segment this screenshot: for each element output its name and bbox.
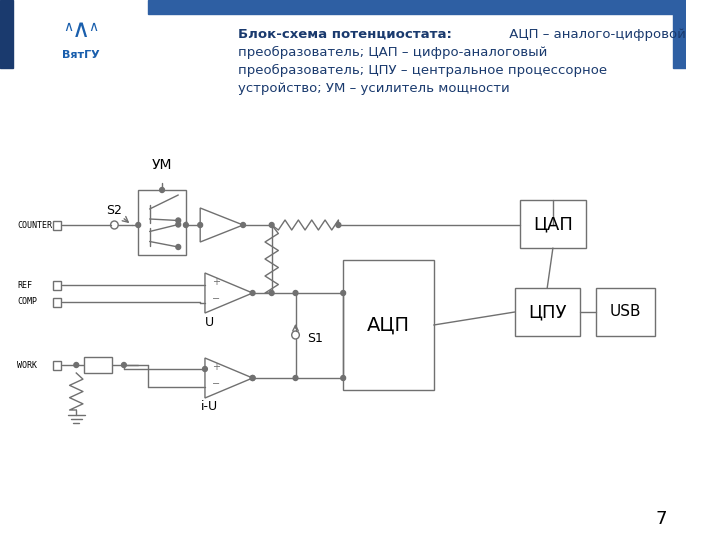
Text: ЦПУ: ЦПУ (528, 303, 567, 321)
Text: USB: USB (610, 305, 641, 320)
Circle shape (293, 291, 298, 295)
Text: АЦП: АЦП (367, 315, 410, 334)
Bar (138, 190, 186, 255)
Text: АЦП – аналого-цифровой: АЦП – аналого-цифровой (505, 28, 686, 41)
Bar (515, 288, 580, 336)
Bar (673, 0, 686, 68)
Bar (53, 298, 61, 307)
Circle shape (293, 375, 298, 381)
Text: 7: 7 (656, 510, 667, 528)
Text: WORK: WORK (17, 361, 37, 369)
Text: COUNTER: COUNTER (17, 220, 52, 230)
Bar (520, 200, 586, 248)
Text: S1: S1 (307, 332, 323, 345)
Circle shape (251, 375, 255, 381)
Text: −: − (212, 379, 220, 389)
Circle shape (269, 222, 274, 227)
Text: ∧: ∧ (72, 18, 90, 42)
Circle shape (198, 222, 202, 227)
Text: ЦАП: ЦАП (533, 215, 573, 233)
Text: ВятГУ: ВятГУ (62, 50, 100, 60)
Circle shape (251, 291, 255, 295)
Circle shape (176, 222, 181, 227)
Bar (53, 361, 61, 369)
Bar (343, 260, 433, 390)
Text: Блок-схема потенциостата:: Блок-схема потенциостата: (238, 28, 452, 41)
Bar (53, 220, 61, 230)
Bar (148, 0, 686, 14)
Text: преобразователь; ЦПУ – центральное процессорное: преобразователь; ЦПУ – центральное проце… (238, 64, 608, 77)
Circle shape (251, 375, 255, 381)
Circle shape (202, 367, 207, 372)
Text: +: + (212, 277, 220, 287)
Text: −: − (212, 294, 220, 304)
Bar (84, 357, 112, 373)
Circle shape (269, 291, 274, 295)
Circle shape (176, 218, 181, 223)
Bar (596, 288, 655, 336)
Circle shape (341, 291, 346, 295)
Bar (0, 0, 14, 68)
Text: COMP: COMP (17, 298, 37, 307)
Circle shape (336, 222, 341, 227)
Text: i-U: i-U (201, 400, 218, 413)
Circle shape (341, 375, 346, 381)
Text: преобразователь; ЦАП – цифро-аналоговый: преобразователь; ЦАП – цифро-аналоговый (238, 46, 548, 59)
Text: S2: S2 (107, 204, 122, 217)
Circle shape (184, 222, 188, 227)
Circle shape (160, 187, 164, 192)
Text: U: U (205, 316, 215, 329)
Text: устройство; УМ – усилитель мощности: устройство; УМ – усилитель мощности (238, 82, 510, 95)
Circle shape (136, 222, 140, 227)
Text: REF: REF (17, 280, 32, 289)
Text: +: + (212, 362, 220, 372)
Bar (53, 280, 61, 289)
Circle shape (74, 362, 78, 368)
Text: ∧: ∧ (63, 20, 73, 34)
Circle shape (122, 362, 126, 368)
Text: ∧: ∧ (89, 20, 99, 34)
Text: УМ: УМ (152, 158, 172, 172)
Circle shape (176, 245, 181, 249)
Circle shape (240, 222, 246, 227)
